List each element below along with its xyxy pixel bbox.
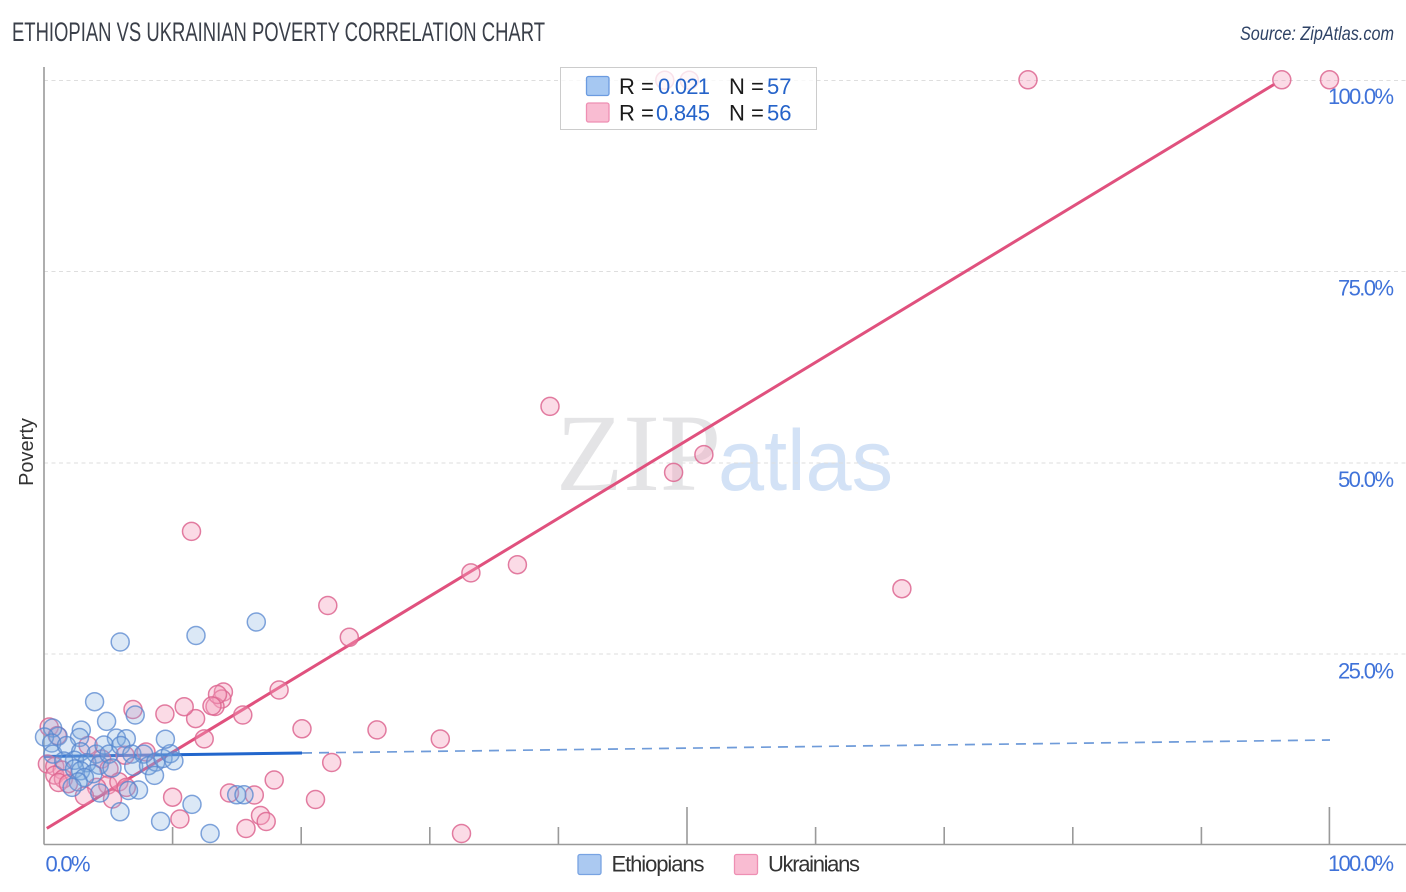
svg-text:Poverty: Poverty (16, 418, 38, 486)
svg-text:100.0%: 100.0% (1328, 84, 1394, 109)
svg-text:75.0%: 75.0% (1338, 276, 1394, 301)
svg-text:Ukrainians: Ukrainians (768, 852, 860, 877)
svg-text:atlas: atlas (718, 413, 893, 509)
svg-text:N =: N = (729, 74, 764, 99)
svg-text:50.0%: 50.0% (1338, 467, 1394, 492)
svg-text:Ethiopians: Ethiopians (612, 852, 705, 877)
svg-text:R =: R = (619, 101, 654, 126)
svg-text:Source: ZipAtlas.com: Source: ZipAtlas.com (1240, 24, 1394, 45)
svg-text:N =: N = (729, 101, 764, 126)
svg-text:57: 57 (767, 74, 791, 99)
svg-text:0.021: 0.021 (658, 74, 710, 99)
svg-text:ETHIOPIAN VS UKRAINIAN POVERTY: ETHIOPIAN VS UKRAINIAN POVERTY CORRELATI… (12, 17, 545, 47)
svg-text:25.0%: 25.0% (1338, 659, 1394, 684)
svg-text:0.845: 0.845 (656, 101, 710, 126)
svg-text:0.0%: 0.0% (46, 852, 91, 877)
svg-text:56: 56 (767, 101, 791, 126)
svg-text:R =: R = (619, 74, 654, 99)
svg-text:100.0%: 100.0% (1328, 851, 1394, 876)
svg-text:ZIP: ZIP (556, 392, 721, 514)
